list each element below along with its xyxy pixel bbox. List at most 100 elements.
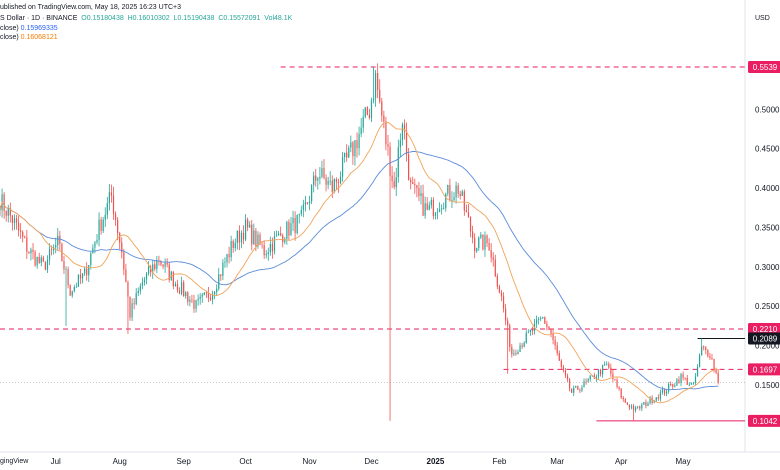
candle-body	[500, 292, 503, 297]
moving-averages	[0, 121, 719, 404]
candle-body	[482, 234, 484, 250]
candle-body	[438, 209, 441, 212]
candle-body	[717, 372, 719, 383]
candle-body	[319, 176, 321, 179]
candle-body	[676, 379, 678, 386]
x-tick-label: Sep	[177, 457, 192, 466]
candle-body	[540, 318, 542, 320]
candle-body	[110, 192, 113, 196]
ma1-label: close)	[0, 25, 19, 32]
candle-body	[393, 180, 395, 188]
candle-body	[370, 100, 373, 119]
x-tick-label: Apr	[615, 457, 628, 466]
candle-body	[100, 219, 102, 231]
candle-body	[189, 299, 191, 302]
candle-body	[682, 374, 684, 378]
candle-body	[668, 383, 670, 392]
candle-body	[117, 219, 119, 234]
candle-body	[385, 121, 387, 145]
candle-body	[453, 197, 455, 200]
candle-body	[166, 262, 168, 265]
candle-body	[275, 235, 278, 237]
candle-body	[550, 329, 552, 334]
candle-body	[282, 235, 284, 243]
candle-body	[601, 364, 604, 375]
candle-body	[164, 262, 166, 267]
ma2-label: close)	[0, 34, 19, 41]
candle-body	[65, 269, 67, 271]
candle-body	[657, 397, 659, 399]
candle-body	[125, 269, 127, 283]
volume-value: Vol48.1K	[264, 15, 293, 22]
candle-body	[391, 175, 393, 181]
candle-body	[331, 180, 333, 192]
candle-body	[298, 213, 300, 216]
candle-body	[304, 202, 307, 205]
candle-body	[397, 147, 399, 178]
candle-body	[643, 402, 645, 405]
candle-body	[288, 221, 290, 236]
candle-body	[69, 285, 71, 296]
candle-body	[544, 317, 546, 324]
candle-body	[612, 373, 614, 379]
candle-body	[461, 191, 463, 196]
candle-body	[372, 98, 375, 101]
candle-body	[568, 379, 571, 389]
candle-body	[42, 257, 44, 262]
price-tag	[748, 414, 780, 427]
x-tick-label: Feb	[493, 457, 507, 466]
candle-body	[637, 406, 639, 408]
candle-body	[302, 204, 304, 210]
candle-body	[509, 325, 511, 348]
candle-body	[257, 234, 259, 247]
candle-body	[620, 388, 622, 398]
candle-body	[709, 356, 711, 359]
candle-body	[403, 124, 406, 131]
candle-body	[635, 407, 637, 411]
candle-body	[428, 205, 430, 210]
candle-body	[696, 366, 699, 377]
candle-body	[244, 219, 247, 240]
candle-body	[542, 317, 544, 319]
x-tick-label: Dec	[364, 457, 378, 466]
candle-body	[465, 210, 468, 213]
ma2-value: 0.16068121	[20, 34, 58, 41]
candle-body	[325, 177, 327, 185]
candle-body	[581, 387, 583, 391]
candle-body	[152, 264, 154, 273]
candle-body	[92, 247, 94, 254]
candle-body	[571, 388, 573, 393]
candle-body	[205, 292, 207, 294]
candle-body	[290, 223, 292, 236]
candle-body	[474, 237, 476, 252]
candle-body	[119, 233, 121, 243]
candle-body	[253, 230, 255, 245]
candle-body	[628, 404, 631, 408]
candle-body	[443, 208, 445, 209]
x-tick-label: Jul	[51, 457, 61, 466]
candle-body	[622, 397, 624, 400]
candle-body	[106, 203, 108, 215]
candle-body	[515, 353, 517, 355]
candle-body	[655, 397, 657, 401]
level-lines	[0, 66, 745, 422]
candle-body	[672, 384, 674, 387]
candle-body	[251, 224, 253, 245]
y-tick-label: 0.4500	[755, 145, 780, 154]
symbol-text: S Dollar · 1D · BINANCE	[0, 15, 78, 22]
candle-body	[632, 406, 635, 411]
candle-body	[214, 292, 216, 295]
candle-body	[513, 353, 515, 355]
candle-body	[44, 261, 47, 270]
candle-body	[616, 379, 618, 387]
candle-body	[271, 243, 274, 252]
candle-body	[300, 209, 302, 214]
candle-body	[418, 188, 420, 197]
candle-body	[77, 274, 80, 287]
candle-body	[13, 218, 16, 223]
candle-body	[20, 230, 22, 232]
candle-body	[306, 202, 309, 204]
candle-body	[674, 385, 676, 387]
